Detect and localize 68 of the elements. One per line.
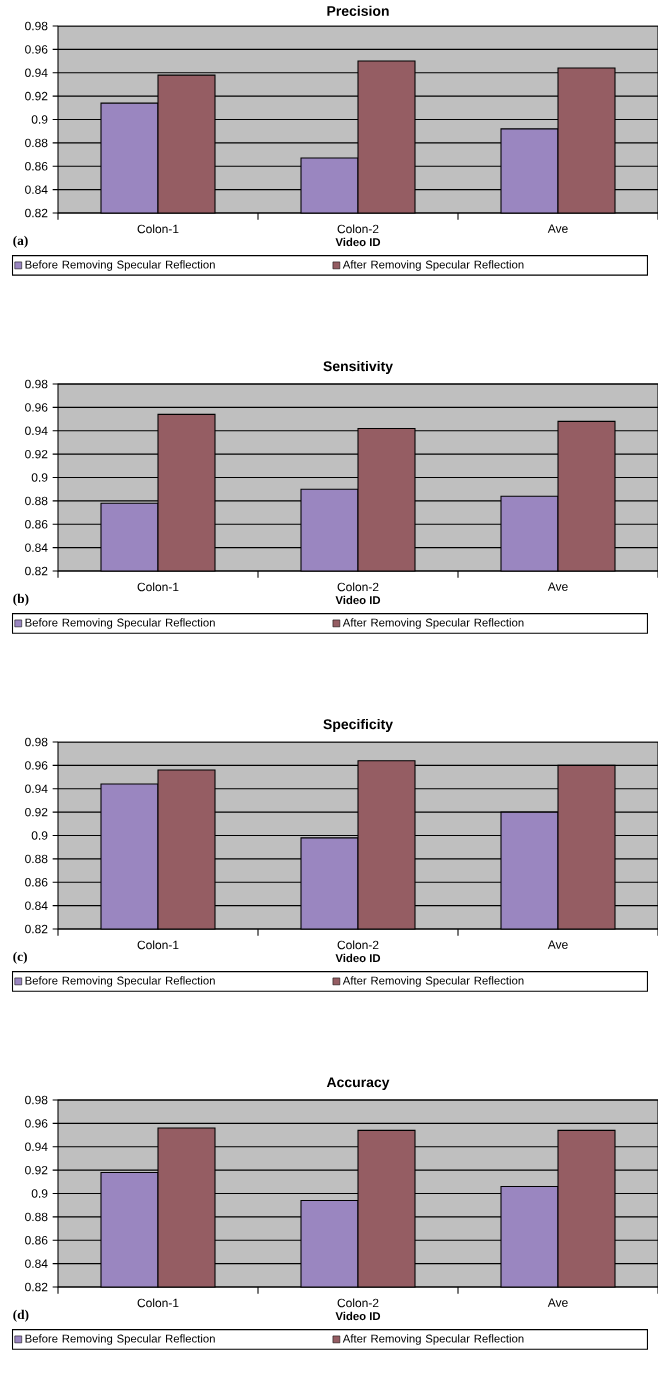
x-tick-label: Colon-1	[137, 940, 179, 950]
chart-title: Precision	[327, 5, 389, 16]
y-tick-label: 0.84	[25, 1259, 48, 1268]
text: (b)	[13, 593, 29, 606]
x-axis-title: Video ID	[335, 953, 381, 963]
x-tick-label: Colon-1	[137, 582, 179, 592]
legend-label: Before Removing Specular Reflection	[25, 1334, 215, 1345]
y-tick-label: 0.94	[25, 426, 48, 436]
y-tick-label: 0.88	[25, 138, 48, 148]
legend-label: After Removing Specular Reflection	[342, 618, 524, 629]
y-tick-label: 0.92	[25, 807, 48, 817]
y-tick-label: 0.9	[31, 1189, 48, 1198]
y-tick-label: 0.94	[25, 68, 48, 78]
y-tick-label: 0.86	[25, 520, 48, 529]
y-tick-label: 0.86	[25, 878, 48, 887]
y-tick-label: 0.84	[25, 543, 48, 552]
y-tick-label: 0.88	[25, 496, 48, 506]
y-tick-label: 0.98	[25, 21, 48, 31]
y-tick-label: 0.9	[31, 831, 48, 840]
x-tick-label: Colon-2	[337, 1298, 379, 1308]
y-tick-label: 0.96	[25, 1119, 48, 1128]
y-tick-label: 0.98	[25, 379, 48, 389]
x-tick-label: Ave	[547, 582, 568, 591]
legend-label: Before Removing Specular Reflection	[25, 260, 215, 271]
y-tick-label: 0.94	[25, 1142, 48, 1152]
y-tick-label: 0.82	[25, 924, 48, 934]
x-tick-label: Ave	[547, 1298, 568, 1307]
x-tick-label: Colon-1	[137, 1298, 179, 1308]
x-axis-title: Video ID	[335, 1311, 381, 1321]
legend-label: After Removing Specular Reflection	[342, 260, 524, 271]
y-tick-label: 0.88	[25, 1212, 48, 1222]
y-tick-label: 0.9	[31, 473, 48, 482]
x-tick-label: Ave	[547, 940, 568, 949]
y-tick-label: 0.94	[25, 784, 48, 794]
x-tick-label: Colon-2	[337, 940, 379, 950]
legend-label: After Removing Specular Reflection	[342, 976, 524, 987]
y-tick-label: 0.84	[25, 185, 48, 194]
chart-title: Sensitivity	[323, 360, 393, 374]
y-tick-label: 0.96	[25, 403, 48, 412]
y-tick-label: 0.92	[25, 449, 48, 459]
chart-title: Specificity	[323, 718, 393, 732]
x-tick-label: Colon-2	[337, 582, 379, 592]
y-tick-label: 0.84	[25, 901, 48, 910]
text: (c)	[13, 951, 27, 964]
y-tick-label: 0.82	[25, 566, 48, 576]
y-tick-label: 0.98	[25, 1095, 48, 1105]
y-tick-label: 0.96	[25, 761, 48, 770]
y-tick-label: 0.96	[25, 45, 48, 54]
y-tick-label: 0.88	[25, 854, 48, 864]
text: (a)	[13, 235, 28, 248]
x-tick-label: Ave	[547, 224, 568, 233]
y-tick-label: 0.82	[25, 1282, 48, 1292]
x-axis-title: Video ID	[335, 237, 381, 247]
text: (d)	[13, 1309, 29, 1322]
y-tick-label: 0.82	[25, 208, 48, 218]
y-tick-label: 0.98	[25, 737, 48, 747]
y-tick-label: 0.92	[25, 91, 48, 101]
y-tick-label: 0.86	[25, 1236, 48, 1245]
x-tick-label: Colon-1	[137, 224, 179, 234]
legend-label: Before Removing Specular Reflection	[25, 976, 215, 987]
x-axis-title: Video ID	[335, 595, 381, 605]
y-tick-label: 0.86	[25, 162, 48, 171]
chart-title: Accuracy	[326, 1077, 390, 1090]
legend-label: After Removing Specular Reflection	[342, 1334, 524, 1345]
y-tick-label: 0.9	[31, 115, 48, 124]
x-tick-label: Colon-2	[337, 224, 379, 234]
y-tick-label: 0.92	[25, 1165, 48, 1175]
legend-label: Before Removing Specular Reflection	[25, 618, 215, 629]
